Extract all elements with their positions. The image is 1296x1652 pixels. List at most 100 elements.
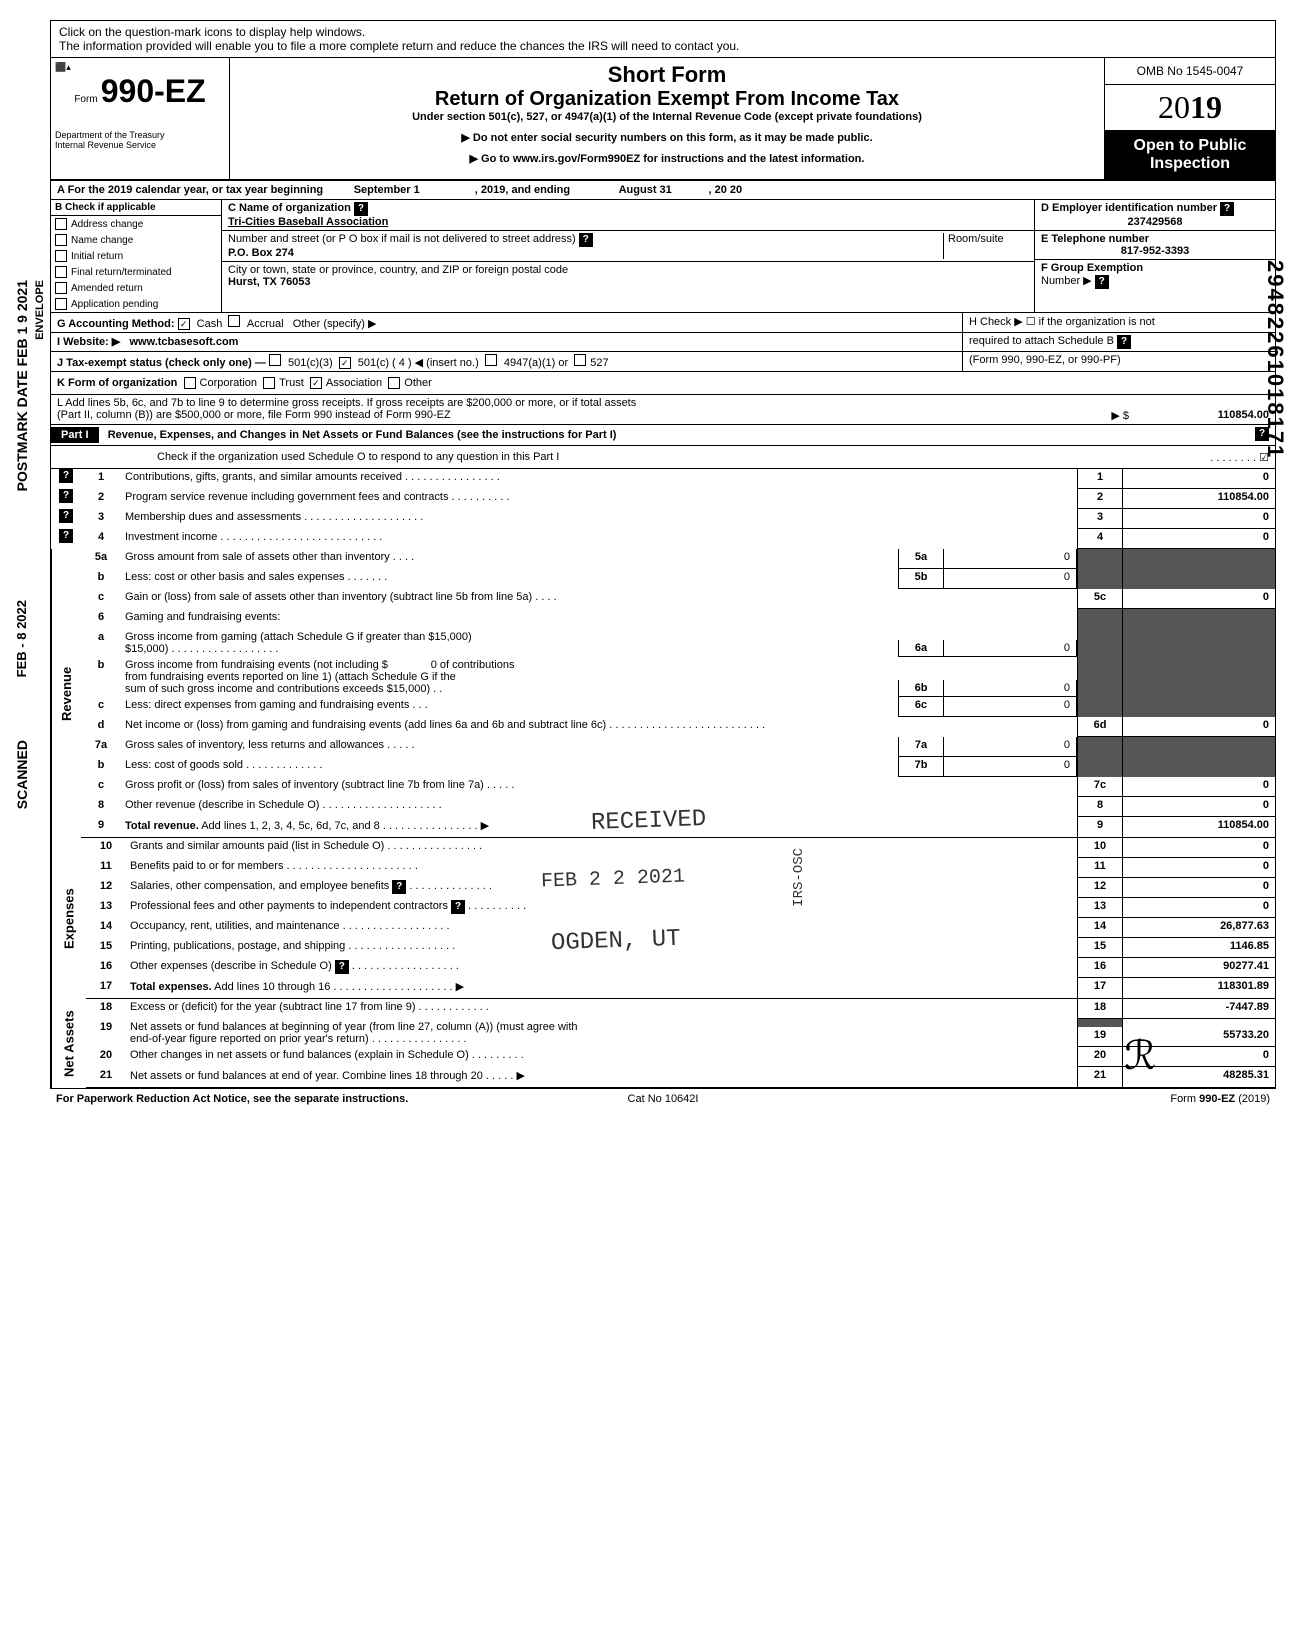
line-5a-subval: 0 [944, 549, 1077, 569]
line-13-desc: Professional fees and other payments to … [126, 898, 1077, 918]
help-icon[interactable]: ? [451, 900, 465, 914]
line-18-val: -7447.89 [1123, 999, 1275, 1019]
entity-info-grid: B Check if applicable Address change Nam… [51, 200, 1275, 313]
footer-paperwork: For Paperwork Reduction Act Notice, see … [56, 1093, 461, 1105]
help-icon[interactable]: ? [392, 880, 406, 894]
checkbox-501c[interactable]: ✓ [339, 357, 351, 369]
checkbox-cash[interactable]: ✓ [178, 318, 190, 330]
line-2-desc: Program service revenue including govern… [121, 489, 1077, 509]
line-5c-box: 5c [1077, 589, 1123, 609]
checkbox-name-change[interactable] [55, 234, 67, 246]
section-h-line2: required to attach Schedule B [969, 335, 1114, 347]
help-icon[interactable]: ? [59, 529, 73, 543]
line-7b-num: b [81, 757, 121, 777]
line-5c-val: 0 [1123, 589, 1275, 609]
label-address-change: Address change [71, 219, 143, 230]
checkbox-527[interactable] [574, 354, 586, 366]
shaded-cell [1077, 629, 1123, 657]
feb8-stamp: FEB - 8 2022 [14, 600, 29, 677]
line-13-val: 0 [1123, 898, 1275, 918]
line-5c-desc: Gain or (loss) from sale of assets other… [121, 589, 1077, 609]
line-16-box: 16 [1077, 958, 1123, 978]
help-icon[interactable]: ? [335, 960, 349, 974]
help-icon[interactable]: ? [1095, 275, 1109, 289]
line-17-desc: Total expenses. Add lines 10 through 16 … [126, 978, 1077, 998]
checkbox-501c3[interactable] [269, 354, 281, 366]
checkbox-initial-return[interactable] [55, 250, 67, 262]
return-title: Return of Organization Exempt From Incom… [234, 88, 1100, 111]
line-16-desc: Other expenses (describe in Schedule O) … [126, 958, 1077, 978]
help-icon[interactable]: ? [1117, 335, 1131, 349]
line-15-val: 1146.85 [1123, 938, 1275, 958]
expenses-label: Expenses [51, 838, 86, 999]
shaded-cell [1077, 657, 1123, 697]
section-l-arrow: ▶ $ [1111, 409, 1129, 422]
org-city: Hurst, TX 76053 [228, 276, 311, 288]
line-12-box: 12 [1077, 878, 1123, 898]
line-18-box: 18 [1077, 999, 1123, 1019]
right-number-stamp: 29482261018171 [1262, 260, 1288, 459]
shaded-cell [1077, 737, 1123, 757]
checkbox-other-org[interactable] [388, 377, 400, 389]
line-2-box: 2 [1077, 489, 1123, 509]
website-value: www.tcbasesoft.com [129, 336, 238, 348]
line-13-box: 13 [1077, 898, 1123, 918]
line-4-box: 4 [1077, 529, 1123, 549]
section-h-line1: H Check ▶ ☐ if the organization is not [969, 315, 1269, 328]
line-6b-subval: 0 [944, 680, 1077, 697]
checkbox-accrual[interactable] [228, 315, 240, 327]
scanned-stamp: SCANNED [14, 740, 30, 809]
line-10-desc: Grants and similar amounts paid (list in… [126, 838, 1077, 858]
line-3-val: 0 [1123, 509, 1275, 529]
shaded-cell [1077, 609, 1123, 629]
line-5b-subval: 0 [944, 569, 1077, 589]
other-label: Other (specify) ▶ [293, 318, 377, 330]
net-assets-label: Net Assets [51, 999, 86, 1088]
shaded-cell [1123, 549, 1275, 569]
line-6d-desc: Net income or (loss) from gaming and fun… [121, 717, 1077, 737]
section-a-label: A For the 2019 calendar year, or tax yea… [57, 184, 323, 196]
help-icon[interactable]: ? [59, 509, 73, 523]
section-j-label: J Tax-exempt status (check only one) — [57, 357, 266, 369]
checkbox-amended[interactable] [55, 282, 67, 294]
org-address: P.O. Box 274 [228, 247, 294, 259]
line-11-box: 11 [1077, 858, 1123, 878]
line-6a-desc: Gross income from gaming (attach Schedul… [121, 629, 898, 657]
help-icon[interactable]: ? [579, 233, 593, 247]
line-6c-num: c [81, 697, 121, 717]
checkbox-trust[interactable] [263, 377, 275, 389]
line-11-val: 0 [1123, 858, 1275, 878]
signature-mark: ℛ [1124, 1032, 1156, 1079]
help-icon[interactable]: ? [59, 469, 73, 483]
checkbox-address-change[interactable] [55, 218, 67, 230]
help-icon[interactable]: ? [59, 489, 73, 503]
line-10-val: 0 [1123, 838, 1275, 858]
checkbox-pending[interactable] [55, 298, 67, 310]
part1-check-text: Check if the organization used Schedule … [157, 451, 559, 463]
part1-title: Revenue, Expenses, and Changes in Net As… [108, 429, 617, 441]
line-9-val: 110854.00 [1123, 817, 1275, 837]
shaded-cell [1077, 569, 1123, 589]
line-6-num: 6 [81, 609, 121, 629]
line-4-val: 0 [1123, 529, 1275, 549]
section-d-label: D Employer identification number [1041, 202, 1217, 214]
line-6-desc: Gaming and fundraising events: [121, 609, 1077, 629]
line-7a-subval: 0 [944, 737, 1077, 757]
line-17-box: 17 [1077, 978, 1123, 998]
shaded-cell [1123, 609, 1275, 629]
label-pending: Application pending [71, 299, 158, 310]
year-end2: , 20 20 [708, 184, 742, 196]
line-17-val: 118301.89 [1123, 978, 1275, 998]
dept-treasury: Department of the Treasury [55, 130, 225, 140]
help-icon[interactable]: ? [1220, 202, 1234, 216]
line-3-desc: Membership dues and assessments . . . . … [121, 509, 1077, 529]
line-7a-desc: Gross sales of inventory, less returns a… [121, 737, 898, 757]
checkbox-final-return[interactable] [55, 266, 67, 278]
checkbox-assoc[interactable]: ✓ [310, 377, 322, 389]
line-6c-subval: 0 [944, 697, 1077, 717]
help-icon[interactable]: ? [354, 202, 368, 216]
section-i-label: I Website: ▶ [57, 336, 120, 348]
help-line2: The information provided will enable you… [59, 39, 1267, 53]
checkbox-corp[interactable] [184, 377, 196, 389]
checkbox-4947[interactable] [485, 354, 497, 366]
